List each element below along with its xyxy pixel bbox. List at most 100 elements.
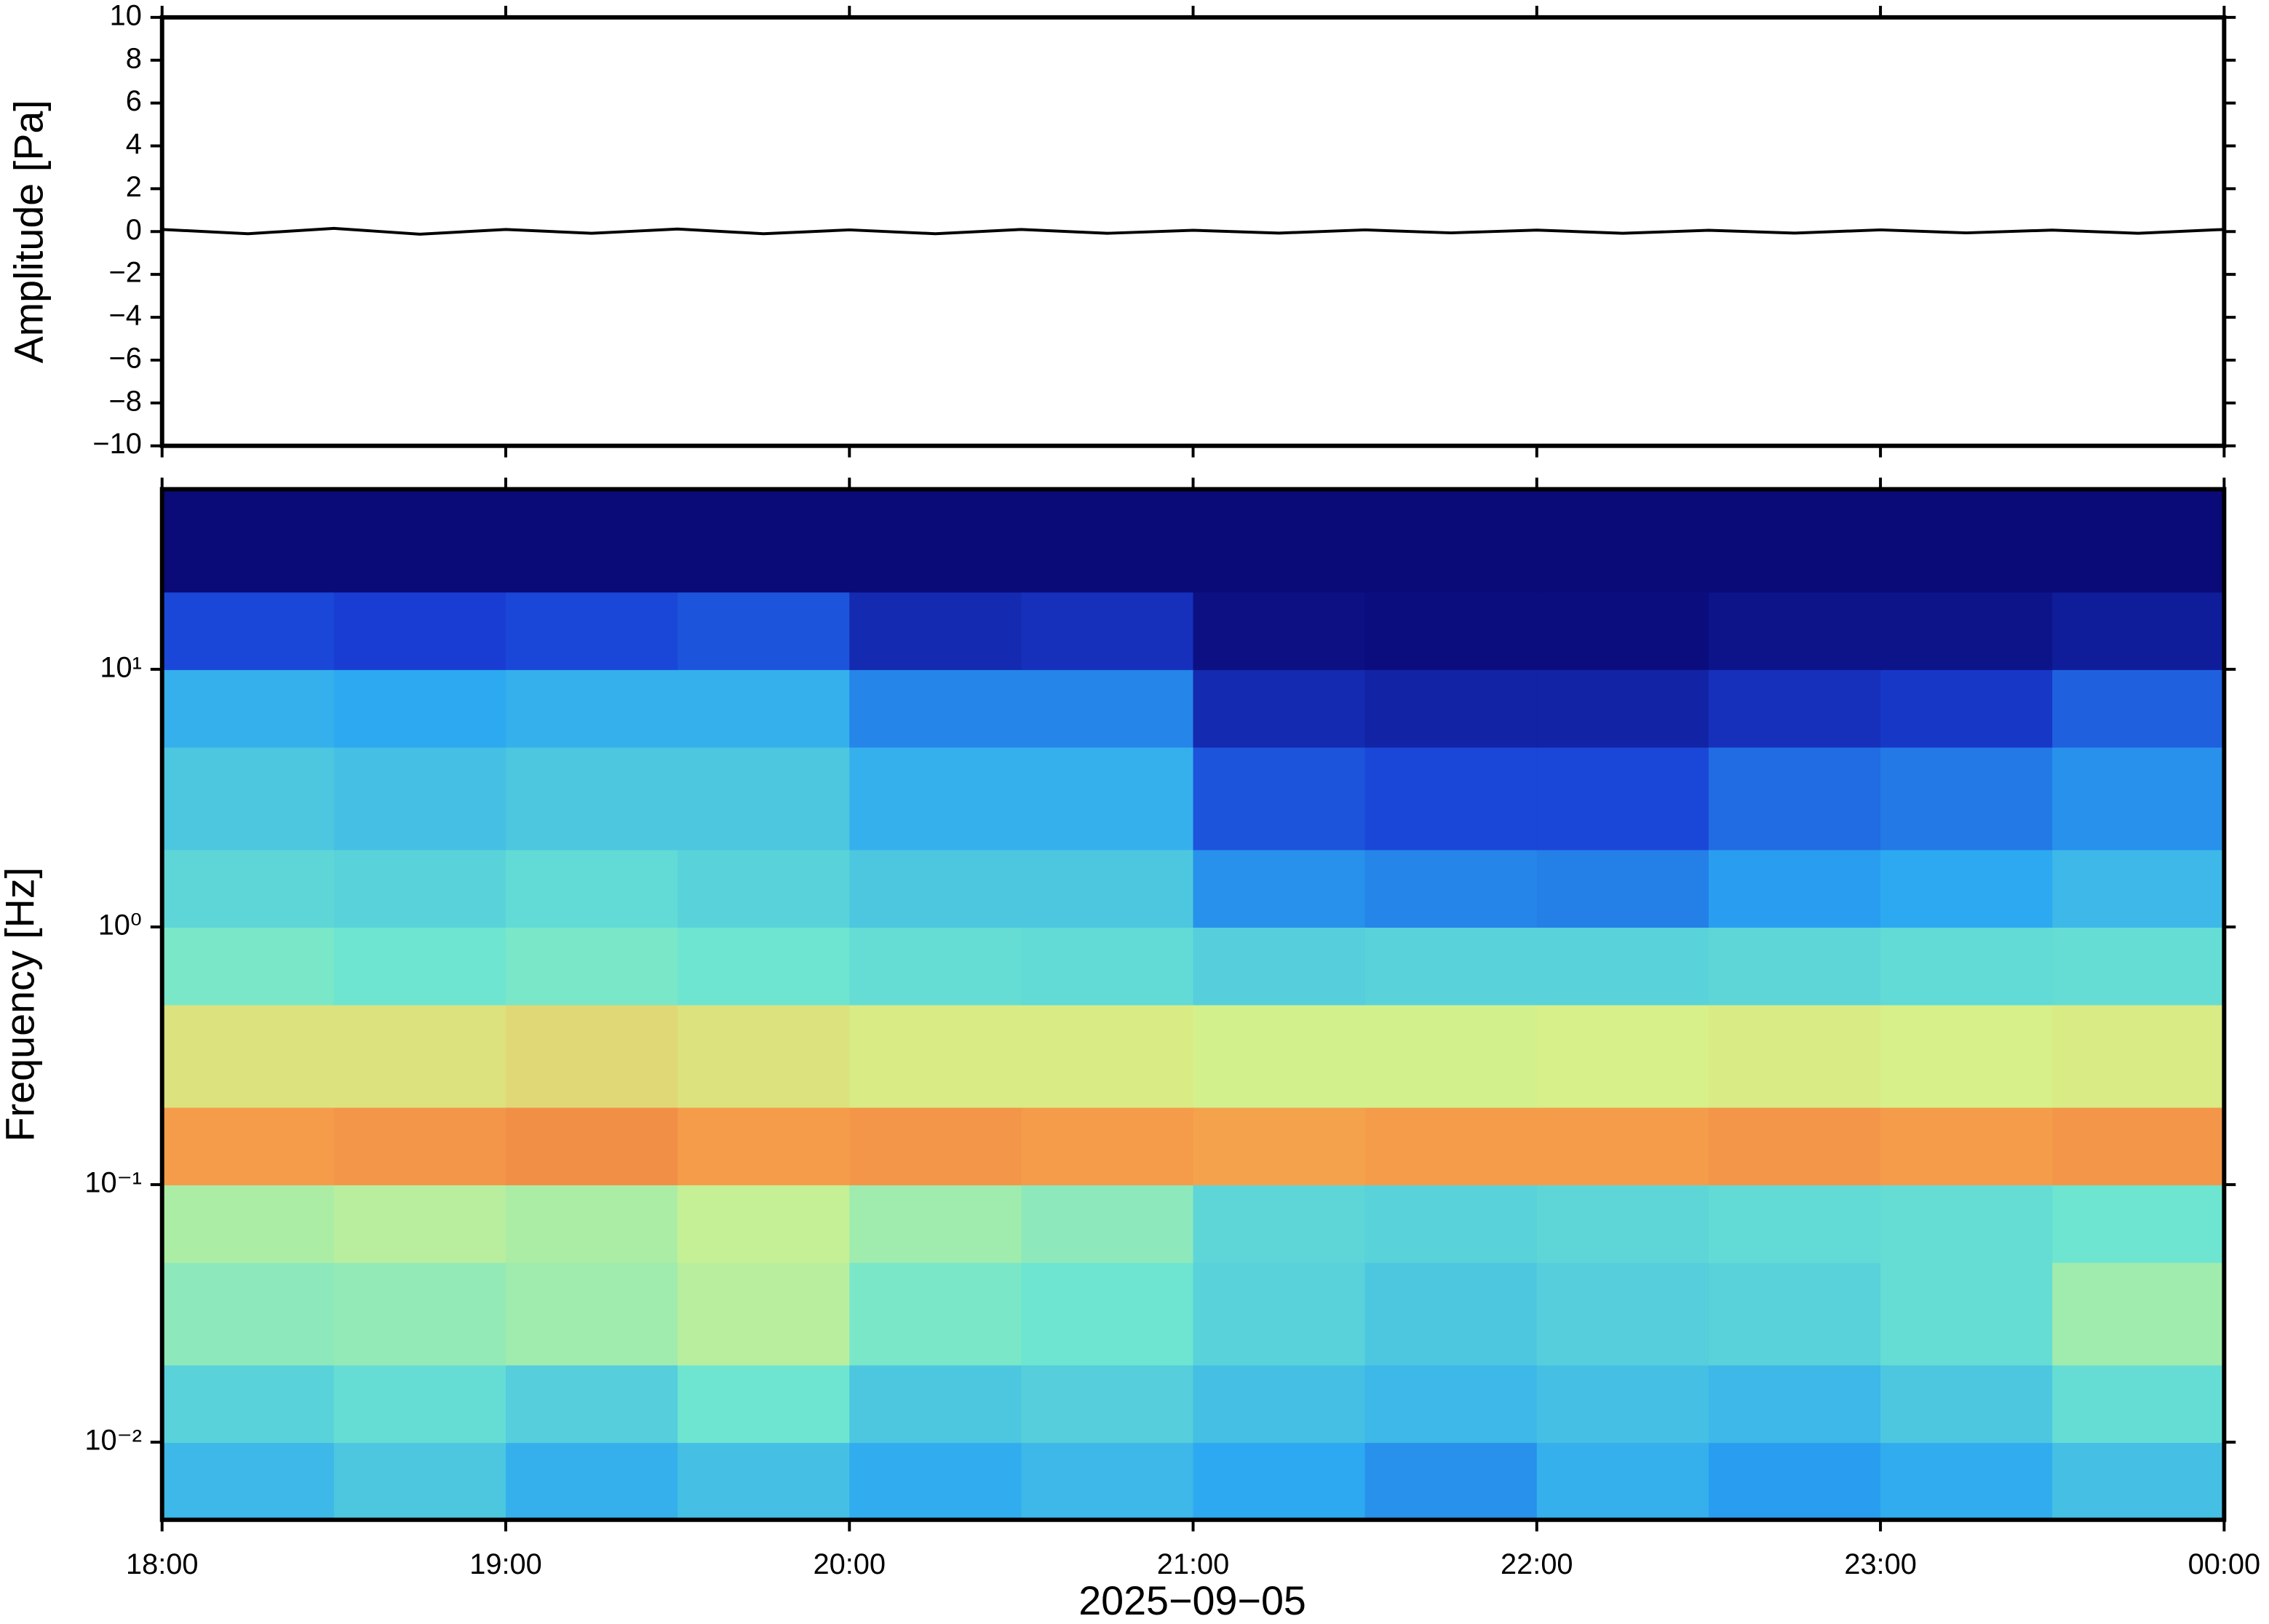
heatmap-cell [505, 849, 679, 928]
heatmap-cell [1536, 669, 1709, 748]
heatmap-cell [1708, 849, 1882, 928]
heatmap-cell [1536, 592, 1709, 670]
heatmap-cell [849, 669, 1022, 748]
heatmap-cell [1021, 592, 1194, 670]
y-tick-label: −6 [109, 342, 142, 374]
heatmap-cell [1880, 1262, 2054, 1366]
heatmap-cell [333, 489, 506, 593]
y-tick-label: 4 [126, 128, 142, 160]
heatmap-cell [333, 1185, 506, 1263]
heatmap-cell [677, 747, 851, 851]
heatmap-cell [333, 849, 506, 928]
heatmap-cell [1021, 1185, 1194, 1263]
heatmap-cell [1193, 1364, 1366, 1444]
heatmap-cell [1708, 1004, 1882, 1108]
heatmap-cell [1021, 926, 1194, 1006]
heatmap-cell [333, 592, 506, 670]
y-axis-label: Frequency [Hz] [0, 867, 43, 1142]
heatmap-cell [2052, 1262, 2225, 1366]
heatmap-cell [677, 926, 851, 1006]
heatmap-cell [505, 1185, 679, 1263]
y-tick-label: 8 [126, 42, 142, 74]
heatmap-cell [849, 1262, 1022, 1366]
heatmap-cell [677, 1107, 851, 1186]
heatmap-cell [1708, 1442, 1882, 1521]
heatmap-cell [1021, 849, 1194, 928]
heatmap-cell [1880, 747, 2054, 851]
heatmap-cell [1880, 592, 2054, 670]
heatmap-cell [162, 1442, 335, 1521]
heatmap-cell [677, 1442, 851, 1521]
heatmap-cell [1880, 849, 2054, 928]
heatmap-cell [2052, 849, 2225, 928]
heatmap-cell [1021, 1262, 1194, 1366]
heatmap-cell [1536, 747, 1709, 851]
heatmap-cell [1193, 1185, 1366, 1263]
heatmap-cell [1708, 592, 1882, 670]
x-tick-label: 18:00 [126, 1548, 198, 1580]
heatmap-cell [849, 1442, 1022, 1521]
heatmap-cell [1364, 747, 1538, 851]
heatmap-cell [849, 1004, 1022, 1108]
heatmap-cell [1536, 1004, 1709, 1108]
heatmap-cell [677, 592, 851, 670]
y-tick-label: 10⁻² [84, 1425, 141, 1457]
y-tick-label: 0 [126, 214, 142, 246]
heatmap-cell [1708, 1262, 1882, 1366]
heatmap-cell [1880, 489, 2054, 593]
y-tick-label: 10⁰ [98, 909, 142, 941]
heatmap-cell [333, 1107, 506, 1186]
heatmap-cell [1536, 1364, 1709, 1444]
heatmap-cell [849, 489, 1022, 593]
heatmap-cell [2052, 592, 2225, 670]
heatmap-cell [505, 669, 679, 748]
heatmap-cell [162, 669, 335, 748]
heatmap-cell [849, 747, 1022, 851]
heatmap-cell [2052, 1442, 2225, 1521]
heatmap-cell [1193, 1004, 1366, 1108]
heatmap-cell [1536, 926, 1709, 1006]
heatmap-cell [2052, 926, 2225, 1006]
heatmap-cell [2052, 747, 2225, 851]
y-tick-label: −2 [109, 257, 142, 289]
heatmap-cell [677, 1185, 851, 1263]
heatmap-cell [505, 1442, 679, 1521]
waveform [162, 226, 2225, 236]
heatmap-cell [162, 1107, 335, 1186]
heatmap-cell [1708, 1185, 1882, 1263]
heatmap-cell [1364, 1442, 1538, 1521]
heatmap-cell [1364, 592, 1538, 670]
heatmap-cell [1193, 669, 1366, 748]
heatmap-cell [1708, 489, 1882, 593]
heatmap-cell [1364, 669, 1538, 748]
heatmap-cell [505, 1262, 679, 1366]
heatmap-cell [333, 1364, 506, 1444]
y-tick-label: 10¹ [100, 651, 141, 683]
y-tick-label: 6 [126, 85, 142, 117]
heatmap-cell [333, 1442, 506, 1521]
heatmap-cell [1193, 489, 1366, 593]
heatmap-cell [677, 1364, 851, 1444]
heatmap-cell [1880, 1185, 2054, 1263]
x-tick-label: 19:00 [469, 1548, 541, 1580]
heatmap-cell [2052, 1185, 2225, 1263]
heatmap-cell [2052, 1364, 2225, 1444]
y-tick-label: −10 [92, 428, 141, 460]
heatmap-cell [1708, 1364, 1882, 1444]
heatmap-cell [505, 592, 679, 670]
y-tick-label: 10 [110, 0, 142, 31]
x-tick-label: 22:00 [1501, 1548, 1573, 1580]
heatmap-cell [505, 489, 679, 593]
heatmap-cell [677, 849, 851, 928]
heatmap-cell [1536, 1442, 1709, 1521]
heatmap-cell [1880, 1004, 2054, 1108]
heatmap-cell [162, 926, 335, 1006]
heatmap-cell [2052, 489, 2225, 593]
heatmap-cell [1708, 669, 1882, 748]
heatmap-cell [1880, 1442, 2054, 1521]
heatmap-cell [162, 1262, 335, 1366]
heatmap-cell [1536, 1107, 1709, 1186]
heatmap-cell [333, 747, 506, 851]
